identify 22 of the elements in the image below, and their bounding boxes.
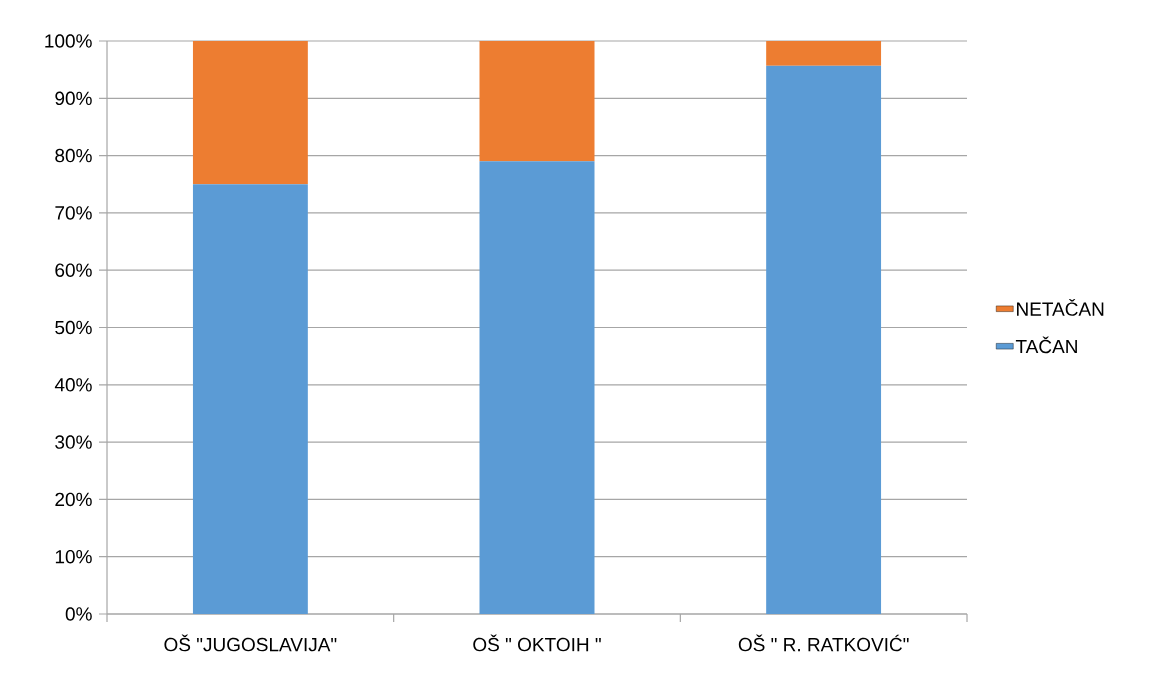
bar (766, 40, 882, 66)
y-tick-label: 60% (55, 263, 92, 277)
x-tick-label: OŠ "JUGOSLAVIJA" (164, 634, 337, 652)
y-tick-label: 30% (55, 435, 92, 449)
y-tick-label: 80% (55, 148, 92, 163)
bar (479, 41, 595, 162)
bar (766, 65, 882, 614)
bar (192, 184, 308, 614)
y-tick-label: 70% (55, 206, 92, 220)
y-tick-label: 90% (55, 91, 92, 106)
bar (192, 40, 308, 185)
x-tick-label: OŠ " R. RATKOVIĆ" (738, 634, 909, 652)
x-tick-label: OŠ " OKTOIH " (473, 634, 601, 652)
legend-label: TAČAN (1015, 336, 1077, 354)
y-tick-label: 20% (55, 492, 92, 507)
y-tick-label: 10% (55, 549, 92, 564)
y-tick-label: 50% (55, 320, 92, 335)
y-tick-label: 100% (45, 34, 92, 48)
y-tick-label: 0% (65, 607, 92, 621)
legend-label: NETAČAN (1017, 299, 1104, 316)
y-tick-label: 40% (54, 378, 92, 392)
bar (479, 161, 595, 614)
